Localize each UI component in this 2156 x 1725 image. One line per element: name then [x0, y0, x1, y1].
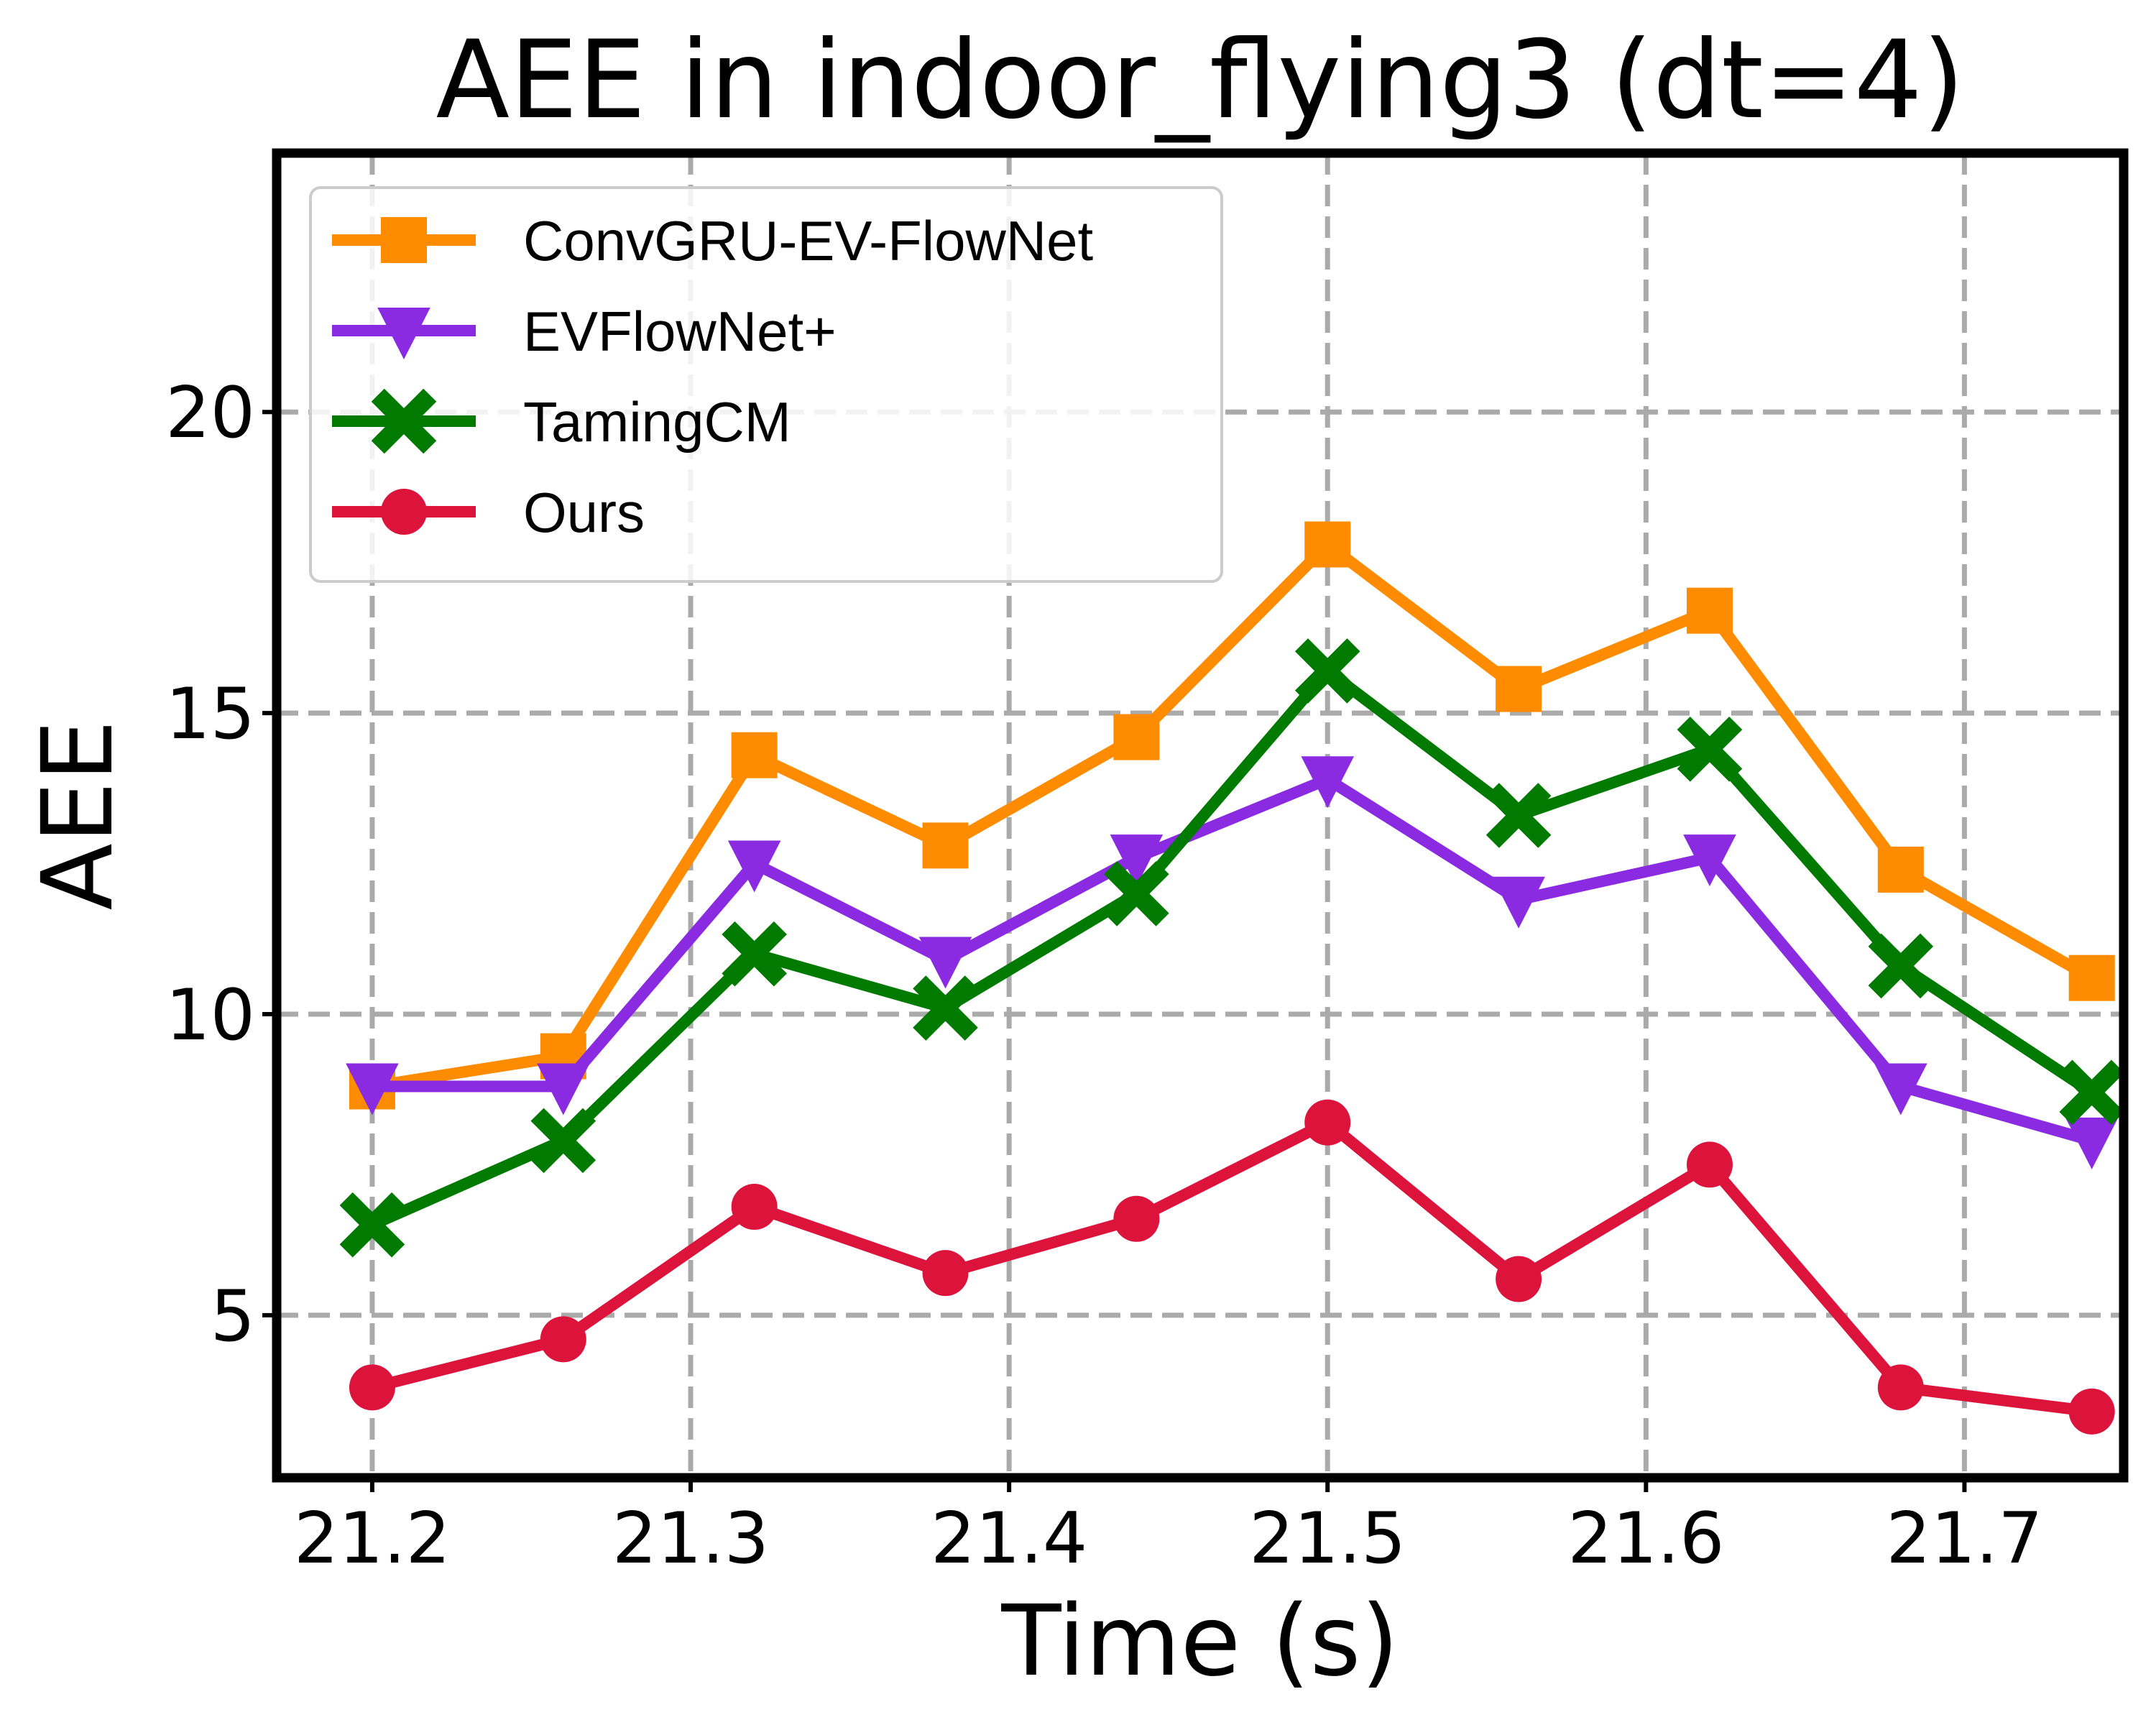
x-marker-stroke	[530, 1108, 596, 1174]
data-point-convgru-ev-flownet	[922, 822, 969, 869]
data-point-tamingcm	[1104, 861, 1169, 926]
data-point-evflownet	[346, 1063, 399, 1116]
data-point-convgru-ev-flownet	[1113, 714, 1160, 760]
series-layer	[339, 521, 2124, 1435]
data-point-tamingcm	[2059, 1059, 2124, 1126]
data-point-convgru-ev-flownet	[1877, 846, 1924, 893]
x-marker-stroke	[2059, 1059, 2124, 1126]
legend-label-tamingcm: TamingCM	[523, 390, 791, 454]
axis-ticks: 21.2 21.3 21.4 21.5 21.6 21.7 5 10 15 20	[165, 372, 2042, 1580]
data-point-ours	[731, 1184, 778, 1230]
data-point-tamingcm	[1677, 717, 1743, 782]
y-axis-label: AEE	[22, 720, 135, 911]
series-line-ours	[370, 1116, 2093, 1417]
data-point-convgru-ev-flownet	[731, 732, 778, 778]
x-marker-stroke	[1294, 638, 1360, 704]
legend-marker-tamingcm	[371, 388, 437, 454]
data-point-tamingcm	[1868, 933, 1934, 999]
data-point-tamingcm	[339, 1192, 405, 1258]
data-point-ours	[1113, 1195, 1160, 1242]
x-marker-stroke	[1485, 783, 1552, 848]
data-point-ours	[1686, 1141, 1733, 1188]
x-marker-stroke	[1677, 717, 1743, 782]
series-line-tamingcm	[369, 665, 2096, 1230]
x-marker-stroke	[1868, 933, 1934, 999]
legend-label-convgru-ev-flownet: ConvGRU-EV-FlowNet	[523, 209, 1094, 272]
data-point-tamingcm	[530, 1108, 596, 1174]
x-tick-label: 21.2	[294, 1498, 451, 1580]
data-point-evflownet	[1110, 834, 1164, 887]
data-point-convgru-ev-flownet	[1304, 521, 1351, 568]
series-tamingcm	[339, 638, 2124, 1258]
chart-title: AEE in indoor_flying3 (dt=4)	[436, 18, 1965, 143]
data-point-evflownet	[2065, 1117, 2119, 1169]
x-tick-label: 21.4	[931, 1498, 1087, 1580]
data-point-evflownet	[536, 1063, 590, 1116]
x-marker-stroke	[1104, 861, 1169, 926]
data-point-ours	[1877, 1364, 1924, 1411]
data-point-tamingcm	[1485, 783, 1552, 848]
x-tick-label: 21.6	[1567, 1498, 1724, 1580]
legend-label-evflownet: EVFlowNet+	[523, 300, 837, 363]
plot-frame	[272, 148, 2129, 1483]
data-point-tamingcm	[1294, 638, 1360, 704]
legend-marker-convgru-ev-flownet	[381, 217, 427, 263]
x-marker-stroke	[339, 1192, 405, 1258]
data-point-ours	[1496, 1256, 1542, 1302]
data-point-ours	[1304, 1099, 1351, 1146]
legend-label-ours: Ours	[523, 481, 645, 544]
legend-box	[309, 186, 1223, 583]
x-axis-label: Time (s)	[1000, 1585, 1399, 1698]
y-tick-label: 10	[165, 975, 255, 1057]
data-point-evflownet	[1492, 876, 1545, 929]
y-tick-label: 20	[165, 372, 255, 454]
data-point-evflownet	[1683, 834, 1736, 887]
series-evflownet	[346, 756, 2119, 1169]
data-point-tamingcm	[913, 975, 978, 1041]
series-ours	[349, 1099, 2115, 1435]
x-marker-stroke	[722, 921, 787, 987]
y-tick-label: 5	[211, 1276, 255, 1358]
data-point-ours	[2068, 1388, 2115, 1435]
data-point-ours	[540, 1316, 586, 1363]
data-point-evflownet	[1301, 756, 1355, 809]
x-tick-label: 21.5	[1249, 1498, 1406, 1580]
x-tick-label: 21.7	[1886, 1498, 2042, 1580]
data-point-evflownet	[918, 937, 972, 989]
legend-marker-ours	[381, 489, 427, 535]
data-point-convgru-ev-flownet	[1496, 666, 1542, 712]
x-marker-stroke	[371, 388, 437, 454]
series-line-convgru-ev-flownet	[371, 538, 2095, 1092]
data-point-convgru-ev-flownet	[1686, 587, 1733, 634]
y-tick-label: 15	[165, 673, 255, 755]
data-point-ours	[922, 1250, 969, 1297]
legend: ConvGRU-EV-FlowNet EVFlowNet+ TamingCM Ours	[309, 186, 1223, 583]
data-point-tamingcm	[722, 921, 787, 987]
x-marker-stroke	[913, 975, 978, 1041]
x-tick-label: 21.3	[612, 1498, 769, 1580]
data-point-convgru-ev-flownet	[2068, 954, 2115, 1001]
data-point-ours	[349, 1364, 395, 1411]
series-line-evflownet	[372, 773, 2093, 1146]
data-point-evflownet	[727, 840, 781, 893]
legend-marker-evflownet	[377, 308, 430, 359]
data-point-evflownet	[1874, 1063, 1927, 1116]
